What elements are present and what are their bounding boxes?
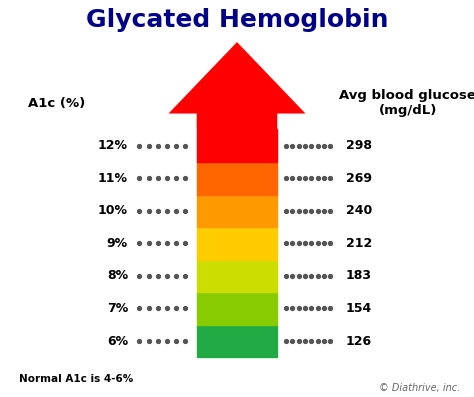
Bar [197, 162, 277, 195]
Polygon shape [169, 42, 305, 129]
Text: 8%: 8% [107, 270, 128, 282]
Text: 11%: 11% [98, 172, 128, 185]
Text: 6%: 6% [107, 335, 128, 347]
Text: 269: 269 [346, 172, 372, 185]
Text: Normal A1c is 4-6%: Normal A1c is 4-6% [19, 374, 133, 384]
Text: 298: 298 [346, 139, 372, 152]
Text: Avg blood glucose
(mg/dL): Avg blood glucose (mg/dL) [339, 89, 474, 117]
Text: 10%: 10% [98, 204, 128, 217]
Text: A1c (%): A1c (%) [28, 97, 85, 110]
Bar [197, 260, 277, 292]
Text: 240: 240 [346, 204, 372, 217]
Text: 7%: 7% [107, 302, 128, 315]
Text: 183: 183 [346, 270, 372, 282]
Bar [197, 195, 277, 227]
Bar [197, 325, 277, 357]
Text: 212: 212 [346, 237, 372, 250]
Bar [197, 129, 277, 162]
Text: 12%: 12% [98, 139, 128, 152]
Bar [197, 292, 277, 325]
Bar [197, 227, 277, 260]
Text: © Diathrive, inc.: © Diathrive, inc. [379, 383, 460, 393]
Text: 154: 154 [346, 302, 372, 315]
Text: Glycated Hemoglobin: Glycated Hemoglobin [86, 8, 388, 32]
Text: 9%: 9% [107, 237, 128, 250]
Text: 126: 126 [346, 335, 372, 347]
